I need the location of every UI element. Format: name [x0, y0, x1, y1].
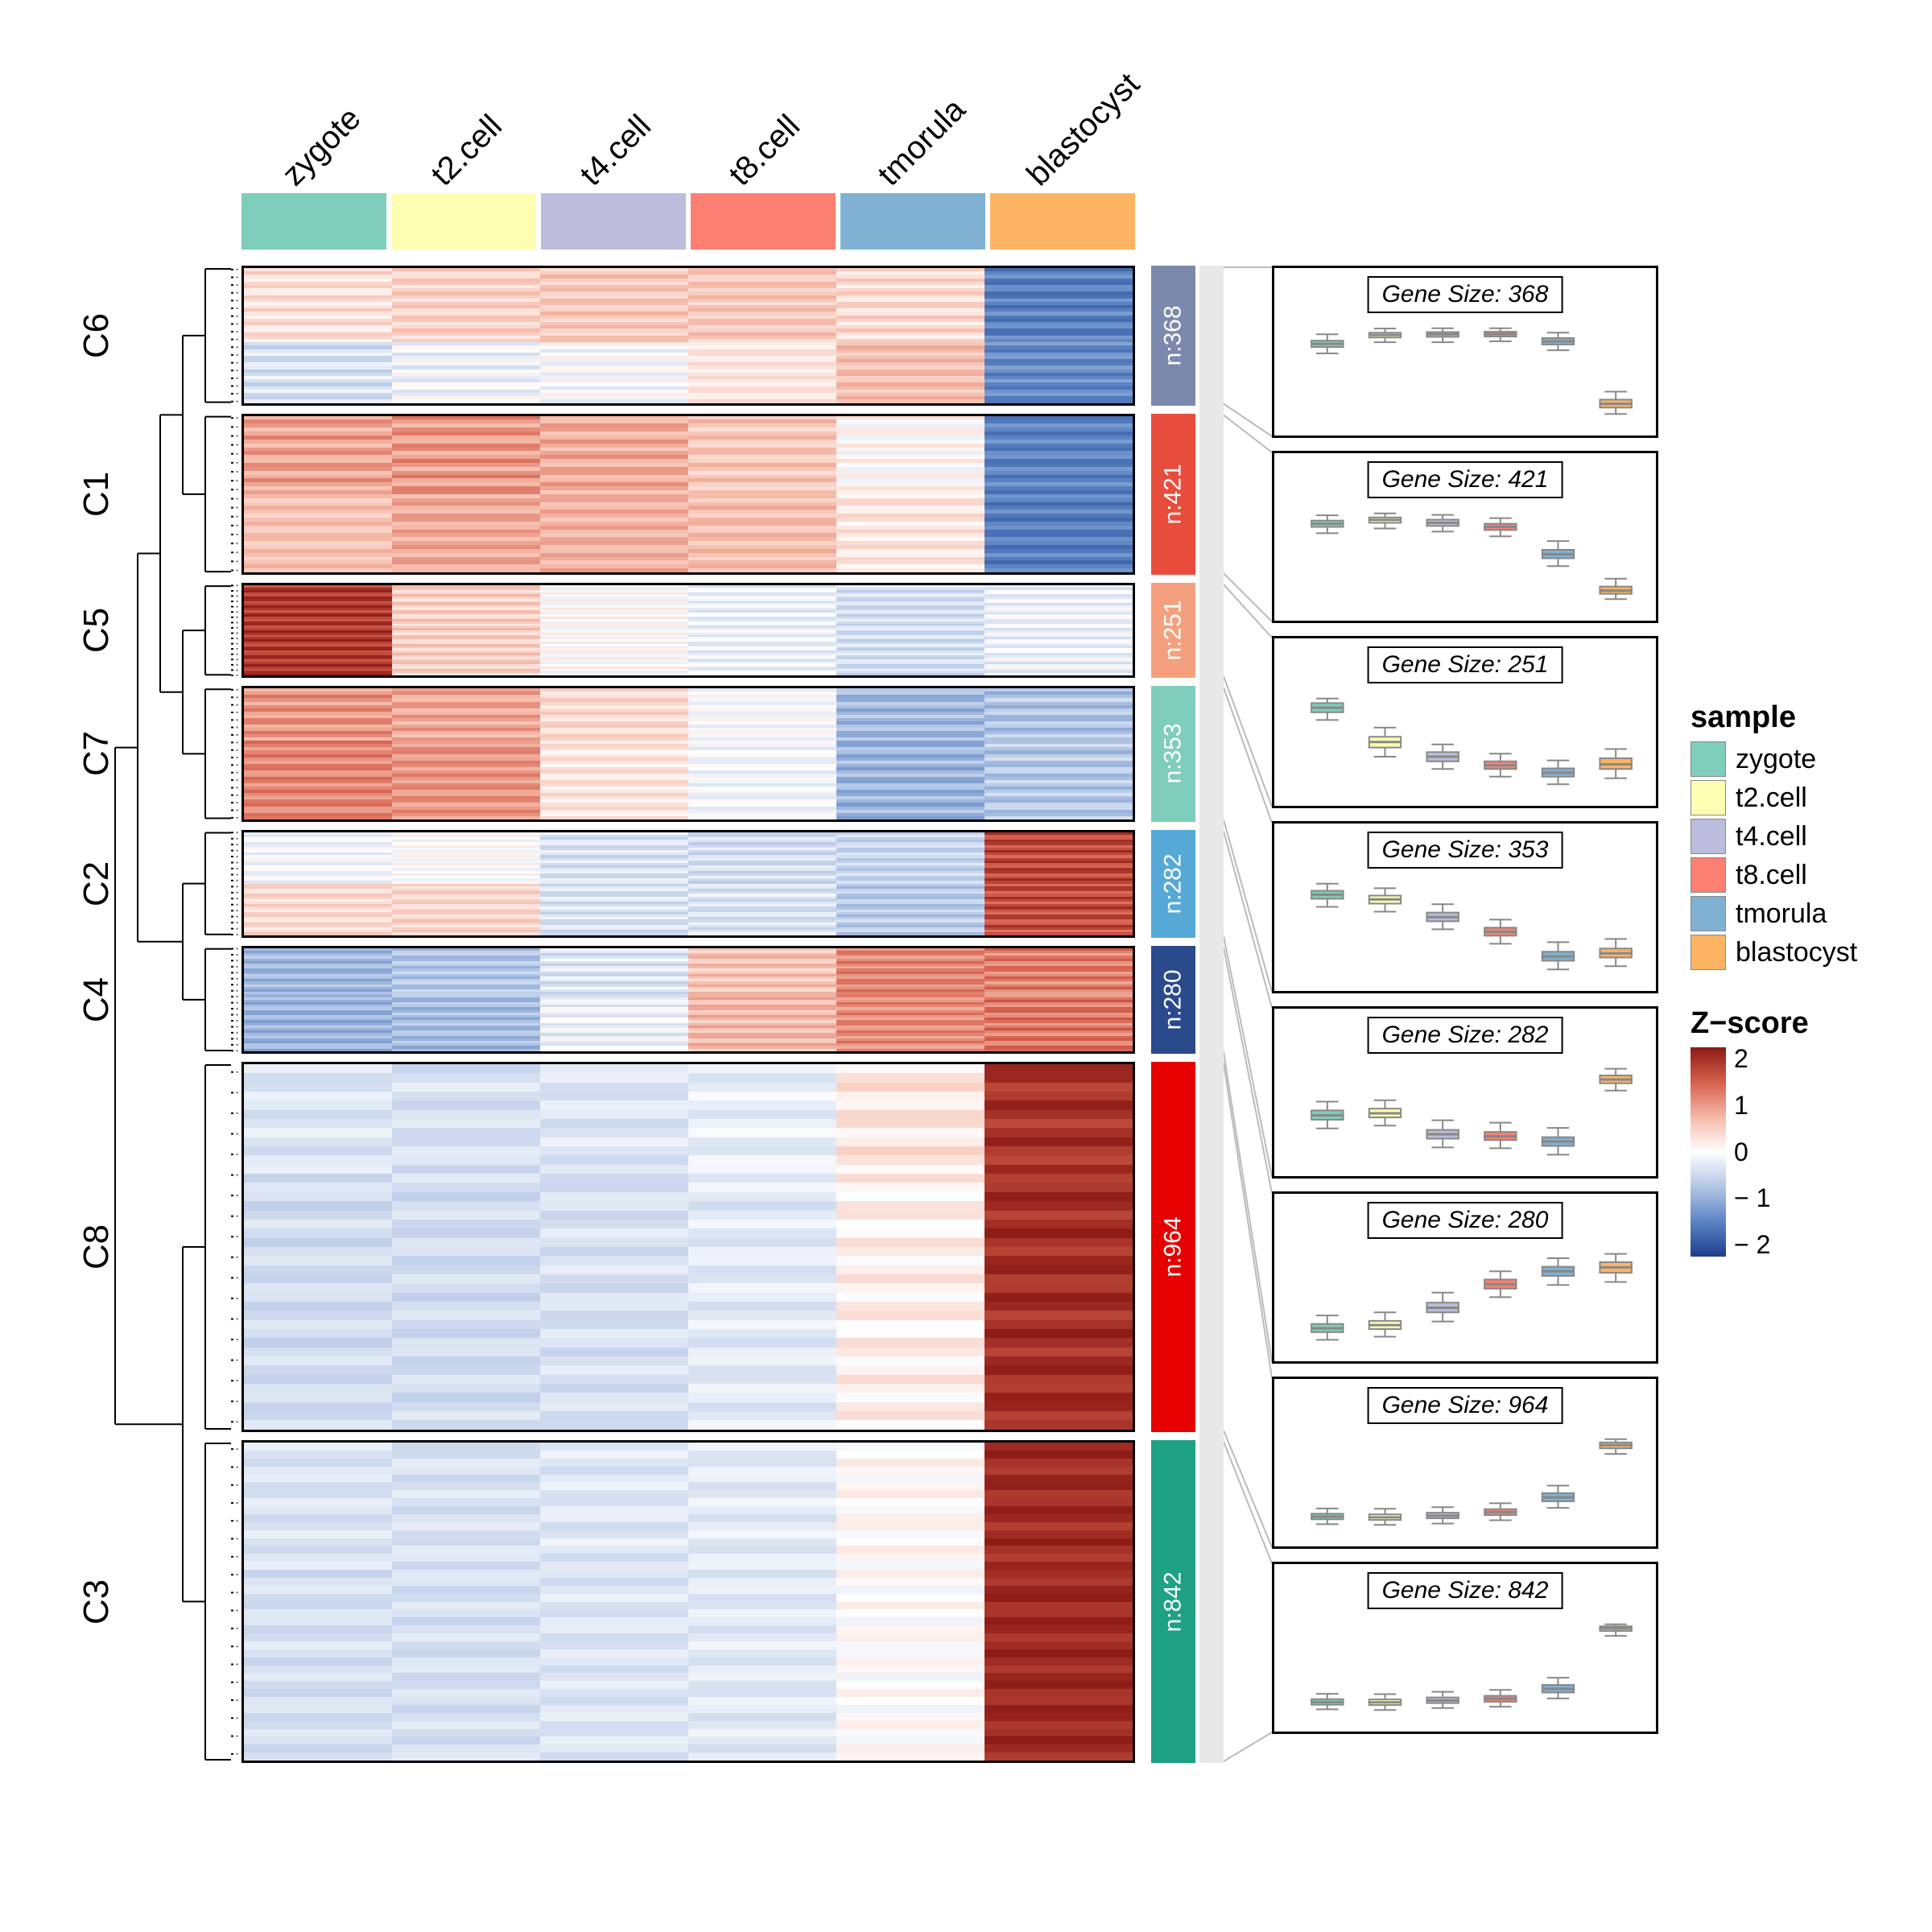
row-cluster-label: C2	[76, 860, 117, 908]
cluster-size-annotation: n:368 n:421 n:251 n:353 n:282 n:280 n:964 n:842	[1151, 266, 1195, 1763]
cluster-size-cell: n:842	[1151, 1440, 1195, 1763]
column-label: tmorula	[871, 92, 972, 193]
zscore-tick: 1	[1734, 1091, 1770, 1121]
cluster-size-cell: n:251	[1151, 583, 1195, 678]
cluster-size-cell: n:280	[1151, 946, 1195, 1054]
column-labels: zygotet2.cellt4.cellt8.celltmorulablasto…	[242, 72, 1135, 193]
column-label: t2.cell	[424, 108, 510, 193]
row-cluster-label: C5	[76, 606, 117, 654]
connector-lines	[1224, 266, 1272, 1763]
legend-item: tmorula	[1690, 896, 1857, 931]
legend-label: t4.cell	[1736, 821, 1807, 852]
row-cluster-label: C3	[76, 1578, 117, 1626]
heatmap-cluster	[242, 414, 1135, 575]
row-dendrogram	[113, 250, 237, 1779]
legend-swatch	[1690, 780, 1726, 815]
zscore-tick: 2	[1734, 1044, 1770, 1074]
zscore-tick: − 1	[1734, 1183, 1770, 1213]
heatmap	[242, 266, 1135, 1763]
column-anno-cell	[242, 193, 386, 250]
figure-root: zygote t2.cell t4.cell t8.cell tmorula blasto…	[32, 32, 1900, 1900]
legend-swatch	[1690, 896, 1726, 931]
column-label: t4.cell	[573, 108, 658, 193]
legend-item: t8.cell	[1690, 857, 1857, 893]
legend-sample-title: sample	[1690, 700, 1857, 735]
legend-label: blastocyst	[1736, 937, 1857, 968]
zscore-ticks: 2 1 0 − 1 − 2	[1734, 1044, 1770, 1260]
legend-label: t8.cell	[1736, 860, 1807, 891]
heatmap-cluster	[242, 1440, 1135, 1763]
row-cluster-label: C6	[76, 312, 117, 360]
legend-item: zygote	[1690, 741, 1857, 777]
boxplot-panel: Gene Size: 368	[1272, 266, 1658, 438]
legend-item: t4.cell	[1690, 819, 1857, 854]
zscore-tick: − 2	[1734, 1230, 1770, 1260]
legend-swatch	[1690, 819, 1726, 854]
heatmap-cluster	[242, 583, 1135, 678]
row-cluster-label: C7	[76, 729, 117, 778]
cluster-size-cell: n:368	[1151, 266, 1195, 406]
cluster-size-cell: n:353	[1151, 686, 1195, 821]
legend-zscore: Z−score 2 1 0 − 1 − 2	[1690, 1006, 1809, 1257]
boxplot-panel: Gene Size: 842	[1272, 1562, 1658, 1734]
connector-strip	[1199, 266, 1224, 1763]
cluster-size-cell: n:282	[1151, 830, 1195, 938]
cluster-size-cell: n:421	[1151, 414, 1195, 575]
boxplot-panel: Gene Size: 964	[1272, 1377, 1658, 1549]
column-anno-cell	[691, 193, 836, 250]
legend-item: blastocyst	[1690, 935, 1857, 970]
row-cluster-label: C4	[76, 976, 117, 1024]
legend-label: tmorula	[1736, 898, 1827, 930]
column-anno-cell	[541, 193, 686, 250]
row-cluster-label: C8	[76, 1223, 117, 1271]
heatmap-cluster	[242, 946, 1135, 1054]
cluster-size-cell: n:964	[1151, 1062, 1195, 1432]
heatmap-cluster	[242, 830, 1135, 938]
legend-swatch	[1690, 935, 1726, 970]
zscore-tick: 0	[1734, 1137, 1770, 1167]
boxplot-panel: Gene Size: 251	[1272, 636, 1658, 808]
zscore-colorbar	[1690, 1047, 1726, 1257]
column-annotation-bar	[242, 193, 1135, 250]
heatmap-cluster	[242, 686, 1135, 821]
boxplot-panel: Gene Size: 280	[1272, 1191, 1658, 1364]
row-cluster-label: C1	[76, 470, 117, 518]
boxplot-panel: Gene Size: 282	[1272, 1006, 1658, 1179]
column-anno-cell	[840, 193, 985, 250]
legend-label: t2.cell	[1736, 782, 1807, 814]
legend-swatch	[1690, 857, 1726, 893]
legend-swatch	[1690, 741, 1726, 777]
heatmap-cluster	[242, 1062, 1135, 1432]
column-label: zygote	[275, 101, 368, 193]
column-anno-cell	[990, 193, 1135, 250]
boxplot-panels: Gene Size: 368Gene Size: 421Gene Size: 2…	[1272, 266, 1658, 1763]
boxplot-panel: Gene Size: 421	[1272, 451, 1658, 623]
column-label: blastocyst	[1020, 66, 1147, 193]
legend-label: zygote	[1736, 744, 1816, 775]
boxplot-panel: Gene Size: 353	[1272, 821, 1658, 993]
legend-sample: sample zygote t2.cell t4.cell t8.cell tmorul…	[1690, 700, 1857, 973]
legend-zscore-title: Z−score	[1690, 1006, 1809, 1041]
column-anno-cell	[391, 193, 536, 250]
column-label: t8.cell	[722, 108, 807, 193]
legend-item: t2.cell	[1690, 780, 1857, 815]
heatmap-cluster	[242, 266, 1135, 406]
